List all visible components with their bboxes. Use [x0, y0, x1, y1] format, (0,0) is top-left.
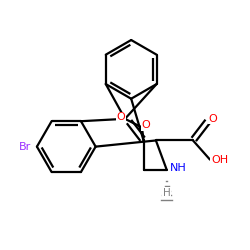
Text: O: O: [116, 112, 125, 122]
Text: H: H: [163, 188, 170, 198]
Text: OH: OH: [211, 154, 228, 164]
Text: O: O: [209, 114, 218, 124]
Text: O: O: [141, 120, 150, 130]
Text: NH: NH: [170, 163, 186, 173]
Text: Br: Br: [18, 142, 31, 152]
